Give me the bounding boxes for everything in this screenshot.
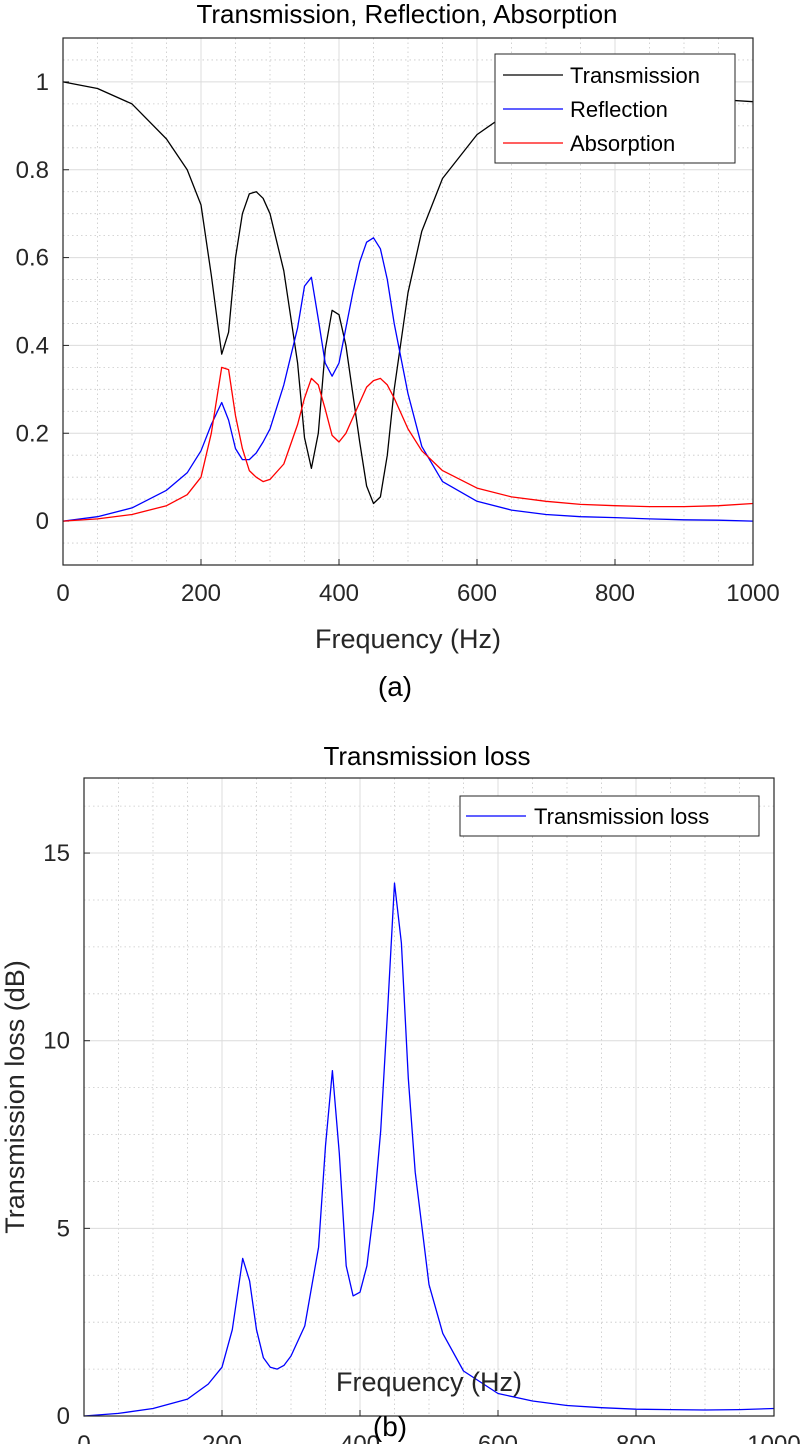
chart-b-ylabel: Transmission loss (dB): [0, 960, 30, 1234]
chart-a-xtick-label: 0: [56, 580, 69, 607]
chart-a-xtick-label: 800: [595, 580, 635, 607]
chart-b-xtick-label: 200: [202, 1431, 242, 1444]
chart-b-xtick-label: 400: [340, 1431, 380, 1444]
chart-b-series-group: [83, 882, 775, 1417]
chart-a-xtick-label: 400: [319, 580, 359, 607]
chart-a-caption: (a): [378, 671, 412, 702]
chart-b-tick-labels: 0 200 400 600 800 1000 0 5 10 15: [43, 840, 800, 1444]
chart-b-xtick-label: 0: [77, 1431, 90, 1444]
chart-b-xtick-label: 600: [478, 1431, 518, 1444]
legend-label-transmission-loss: Transmission loss: [534, 804, 709, 829]
chart-b-minor-grid: [84, 778, 774, 1416]
chart-panel-a: Transmission, Reflection, Absorption 0 20…: [16, 0, 780, 702]
chart-a-ytick-label: 1: [36, 69, 49, 96]
series-line-absorption: [62, 366, 754, 522]
chart-b-ytick-label: 5: [57, 1215, 70, 1242]
chart-a-ytick-label: 0.8: [16, 157, 49, 184]
chart-panel-b: Transmission loss 0 200 400 600 800 1000 0 5 10 1…: [0, 741, 801, 1444]
chart-a-xtick-label: 1000: [726, 580, 779, 607]
chart-a-ytick-label: 0.2: [16, 420, 49, 447]
chart-a-axes-box: [62, 37, 754, 566]
series-line-transmission-loss: [83, 882, 775, 1417]
chart-b-xtick-label: 1000: [747, 1431, 800, 1444]
chart-b-legend: Transmission loss: [459, 795, 760, 837]
chart-a-tick-labels: 0 200 400 600 800 1000 0 0.2 0.4 0.6 0.8 1: [16, 69, 780, 607]
chart-a-title: Transmission, Reflection, Absorption: [196, 0, 617, 29]
chart-b-caption: (b): [373, 1411, 407, 1442]
chart-a-xlabel: Frequency (Hz): [315, 624, 501, 654]
legend-label-reflection: Reflection: [570, 97, 668, 122]
chart-a-xtick-label: 600: [457, 580, 497, 607]
chart-b-title: Transmission loss: [323, 741, 530, 771]
chart-a-ytick-label: 0.6: [16, 245, 49, 272]
chart-b-ytick-label: 0: [57, 1403, 70, 1430]
chart-a-legend: Transmission Reflection Absorption: [494, 53, 736, 164]
legend-label-absorption: Absorption: [570, 131, 675, 156]
legend-label-transmission: Transmission: [570, 63, 700, 88]
chart-a-ytick-label: 0.4: [16, 332, 49, 359]
chart-b-axes-box: [83, 777, 775, 1417]
chart-b-ytick-label: 10: [43, 1028, 70, 1055]
series-line-reflection: [62, 237, 754, 522]
chart-a-xtick-label: 200: [181, 580, 221, 607]
chart-a-ytick-label: 0: [36, 508, 49, 535]
chart-b-ytick-label: 15: [43, 840, 70, 867]
chart-b-xtick-label: 800: [616, 1431, 656, 1444]
chart-b-xlabel: Frequency (Hz): [336, 1367, 522, 1397]
